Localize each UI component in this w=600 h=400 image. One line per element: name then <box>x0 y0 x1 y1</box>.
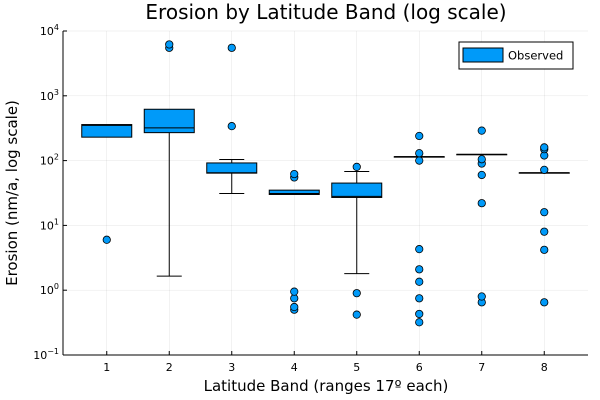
y-tick-label: 100 <box>40 282 59 297</box>
outlier-point <box>415 265 424 274</box>
x-tick-label: 3 <box>228 361 235 374</box>
outlier-point <box>477 292 486 301</box>
outlier-point <box>540 165 549 174</box>
box-group <box>206 43 258 195</box>
x-axis-label: Latitude Band (ranges 17º each) <box>204 377 449 395</box>
outlier-point <box>352 162 361 171</box>
box-group <box>331 162 383 319</box>
outlier-point <box>352 289 361 298</box>
outlier-point <box>290 302 299 312</box>
legend-label-observed: Observed <box>508 49 563 63</box>
x-tick-label: 6 <box>416 361 423 374</box>
grid-layer <box>63 30 588 356</box>
outlier-point <box>540 227 549 236</box>
y-axis-label: Erosion (nm/a, log scale) <box>3 100 21 286</box>
outlier-point <box>415 156 424 165</box>
legend: Observed <box>458 41 574 70</box>
outlier-point <box>227 43 236 52</box>
outlier-point <box>290 287 299 296</box>
outlier-point <box>415 309 424 319</box>
outlier-point <box>415 149 424 158</box>
x-tick-label: 5 <box>353 361 360 374</box>
y-tick-label: 101 <box>40 217 59 232</box>
outlier-point <box>415 131 424 141</box>
outlier-point <box>477 170 486 180</box>
outlier-point <box>477 155 486 164</box>
box-group <box>518 143 570 307</box>
outlier-point <box>540 143 549 152</box>
x-tick-label: 1 <box>103 361 110 374</box>
axes-layer: 1 2 3 4 5 6 7 8 10−1 100 101 102 103 104 <box>33 23 588 374</box>
box-iqr <box>268 189 320 195</box>
outlier-point <box>540 245 549 254</box>
plot-layer <box>81 40 570 327</box>
outlier-point <box>415 318 424 327</box>
outlier-point <box>540 298 549 307</box>
box-group <box>81 124 133 244</box>
outlier-point <box>227 122 236 131</box>
box-group <box>456 126 508 307</box>
y-tick-label: 104 <box>40 23 59 38</box>
chart-title: Erosion by Latitude Band (log scale) <box>145 0 506 24</box>
x-tick-label: 2 <box>166 361 173 374</box>
box-iqr <box>81 124 133 138</box>
outlier-point <box>415 245 424 254</box>
y-tick-label: 10−1 <box>33 347 59 362</box>
box-group <box>268 169 320 314</box>
outlier-point <box>415 277 424 286</box>
outlier-point <box>415 294 424 303</box>
y-tick-label: 102 <box>40 153 59 168</box>
outlier-point <box>290 169 299 179</box>
x-tick-label: 7 <box>478 361 485 374</box>
outlier-point <box>477 126 486 135</box>
box-iqr <box>331 182 383 198</box>
x-tick-label: 4 <box>291 361 298 374</box>
box-group <box>393 131 445 327</box>
legend-swatch-observed <box>462 47 504 63</box>
box-iqr <box>206 162 258 174</box>
x-tick-label: 8 <box>541 361 548 374</box>
outlier-point <box>165 40 174 49</box>
outlier-point <box>352 310 361 319</box>
box-group <box>143 40 195 277</box>
y-tick-label: 103 <box>40 88 59 103</box>
box-iqr <box>143 108 195 134</box>
outlier-point <box>102 235 111 244</box>
outlier-point <box>477 199 486 208</box>
outlier-point <box>540 208 549 217</box>
